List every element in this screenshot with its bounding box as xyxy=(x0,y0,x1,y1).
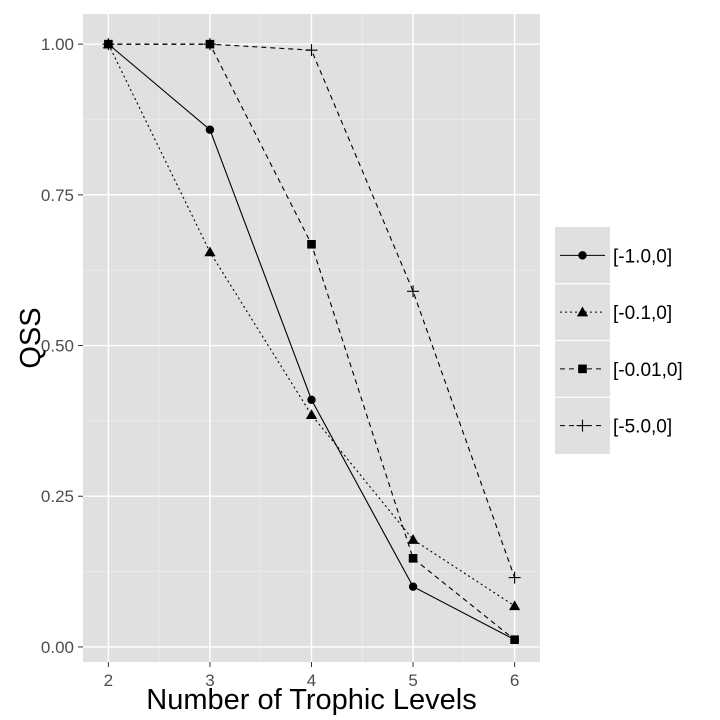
x-tick-label: 2 xyxy=(104,671,113,690)
data-point xyxy=(407,534,419,544)
data-point xyxy=(408,554,418,563)
legend-label: [-0.1,0] xyxy=(613,303,672,324)
data-point xyxy=(508,571,521,584)
legend-label: [-0.01,0] xyxy=(613,360,683,381)
data-point xyxy=(205,125,215,134)
data-point xyxy=(510,635,519,644)
data-point xyxy=(204,246,216,257)
y-tick-label: 1.00 xyxy=(41,35,74,54)
data-point xyxy=(307,395,316,404)
x-tick-label: 4 xyxy=(307,671,316,690)
data-point xyxy=(307,239,316,249)
legend-key-marker xyxy=(578,251,587,260)
legend-item: [-1.0,0] xyxy=(560,246,672,267)
legend: [-1.0,0] [-0.1,0] [-0.01,0] [-5.0,0] xyxy=(555,227,683,454)
legend-item: [-0.01,0] xyxy=(555,339,683,381)
legend-label: [-5.0,0] xyxy=(613,417,672,438)
data-point xyxy=(407,285,420,298)
y-tick-label: 0.75 xyxy=(41,186,74,205)
x-axis-title: Number of Trophic Levels xyxy=(146,684,476,716)
x-tick-label: 5 xyxy=(408,671,417,690)
y-tick-label: 0.50 xyxy=(41,337,74,356)
x-tick-label: 6 xyxy=(510,671,519,690)
axis-group: 2 3 4 5 6 0.00 0.25 0.50 0.75 1.00 xyxy=(41,35,519,690)
legend-item: [-5.0,0] xyxy=(555,396,672,438)
x-tick-label: 3 xyxy=(205,671,214,690)
data-point xyxy=(203,38,216,51)
legend-key-marker xyxy=(576,306,589,317)
y-tick-label: 0.00 xyxy=(41,638,74,657)
legend-item: [-0.1,0] xyxy=(555,283,672,324)
legend-key-marker xyxy=(576,419,589,432)
grid-lines xyxy=(83,14,540,662)
series-line xyxy=(108,43,516,578)
data-point xyxy=(102,38,115,51)
series-4 xyxy=(102,38,521,584)
data-point xyxy=(305,44,318,57)
data-point xyxy=(305,409,318,420)
y-tick-label: 0.25 xyxy=(41,487,74,506)
data-point xyxy=(509,600,521,611)
series-group xyxy=(102,38,521,644)
legend-key-marker xyxy=(578,364,587,374)
data-point xyxy=(408,582,418,591)
y-axis-title: QSS xyxy=(15,307,47,368)
legend-label: [-1.0,0] xyxy=(613,246,672,267)
